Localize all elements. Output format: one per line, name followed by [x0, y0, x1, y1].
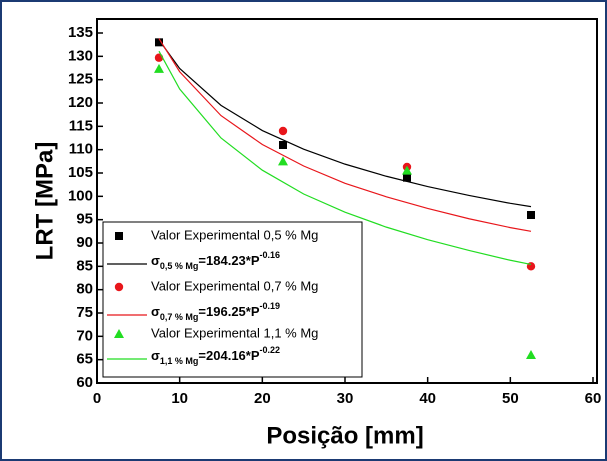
- legend-equation: =184.23*P: [198, 253, 259, 268]
- legend-label: σ0,7 % Mg=196.25*P-0.19: [151, 301, 280, 322]
- legend-label: Valor Experimental 0,7 % Mg: [151, 278, 318, 293]
- y-axis-title: LRT [MPa]: [31, 142, 58, 261]
- x-tick-label: 60: [585, 390, 602, 407]
- x-tick-label: 30: [337, 390, 354, 407]
- y-tick-label: 80: [76, 281, 93, 298]
- marker: [402, 165, 412, 175]
- legend-label: σ0,5 % Mg=184.23*P-0.16: [151, 250, 280, 271]
- x-tick-label: 0: [93, 390, 101, 407]
- legend-symbol: σ: [151, 348, 160, 363]
- fit-line: [158, 38, 532, 232]
- y-tick-label: 75: [76, 304, 93, 321]
- marker: [403, 173, 411, 182]
- plot-area: [96, 18, 598, 384]
- y-tick-label: 110: [69, 141, 93, 158]
- legend-superscript: -0.22: [260, 345, 281, 355]
- y-tick-label: 105: [68, 164, 93, 181]
- y-tick-label: 60: [76, 374, 93, 391]
- y-tick-label: 130: [68, 47, 93, 64]
- y-tick-label: 90: [76, 234, 93, 251]
- marker: [155, 38, 163, 47]
- marker: [278, 156, 288, 166]
- y-tick-label: 95: [76, 211, 93, 228]
- legend-equation: =204.16*P: [198, 348, 259, 363]
- fit-line: [158, 39, 532, 208]
- marker: [279, 141, 287, 149]
- marker: [278, 126, 288, 136]
- legend-symbol: σ: [151, 304, 160, 319]
- legend-equation: =196.25*P: [198, 304, 259, 319]
- legend-superscript: -0.19: [260, 301, 281, 311]
- legend-subscript: 0,5 % Mg: [160, 261, 199, 271]
- fit-line: [158, 50, 532, 266]
- x-tick-label: 40: [419, 390, 436, 407]
- y-tick-label: 85: [76, 257, 93, 274]
- marker: [115, 232, 123, 240]
- marker: [154, 63, 164, 73]
- y-tick-label: 70: [76, 327, 93, 344]
- legend-symbol: σ: [151, 253, 160, 268]
- legend-label: σ1,1 % Mg=204.16*P-0.22: [151, 345, 280, 366]
- legend-label: Valor Experimental 1,1 % Mg: [151, 325, 318, 340]
- legend-box: [102, 221, 363, 378]
- x-tick-label: 10: [171, 390, 188, 407]
- x-tick-label: 50: [502, 390, 519, 407]
- legend-label: Valor Experimental 0,5 % Mg: [151, 227, 318, 242]
- legend-subscript: 0,7 % Mg: [160, 312, 199, 322]
- marker: [527, 211, 535, 219]
- y-tick-label: 120: [68, 94, 93, 111]
- x-axis-title: Posição [mm]: [266, 422, 423, 449]
- marker: [114, 282, 124, 292]
- y-tick-label: 135: [68, 24, 93, 41]
- legend-subscript: 1,1 % Mg: [160, 356, 199, 366]
- y-tick-label: 65: [76, 351, 93, 368]
- marker: [114, 329, 124, 338]
- legend-superscript: -0.16: [260, 250, 281, 260]
- y-tick-label: 115: [69, 117, 93, 134]
- y-tick-label: 125: [68, 71, 93, 88]
- marker: [526, 350, 536, 359]
- y-tick-label: 100: [68, 187, 93, 204]
- x-tick-label: 20: [254, 390, 271, 407]
